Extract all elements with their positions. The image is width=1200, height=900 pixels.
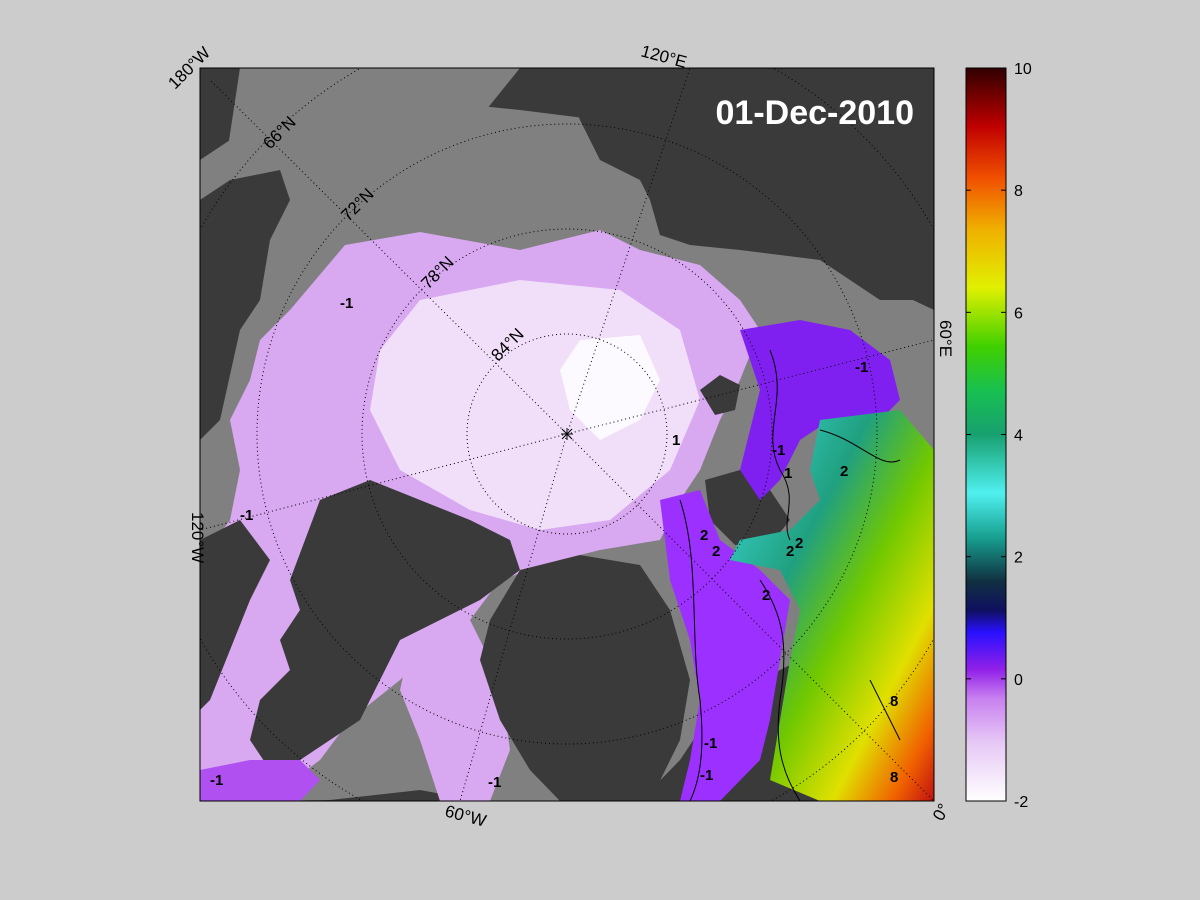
lon-label-60w: 60°W [443, 802, 488, 831]
contour-label: 8 [890, 769, 898, 786]
lon-label-120e: 120°E [639, 42, 689, 72]
contour-label: 2 [712, 543, 720, 560]
contour-label: 1 [672, 432, 680, 449]
colorbar-tick-label: 10 [1014, 61, 1032, 78]
contour-label: -1 [704, 735, 717, 752]
contour-label: -1 [240, 507, 253, 524]
colorbar-tick-label: 4 [1014, 428, 1023, 445]
date-label: 01-Dec-2010 [716, 94, 914, 132]
sea-ice-center [560, 335, 660, 440]
land-siberia [560, 68, 934, 300]
cold-water-sw [200, 760, 320, 801]
colorbar-tick-label: 8 [1014, 183, 1023, 200]
contour-label: -1 [488, 774, 501, 791]
contour-label: -1 [340, 295, 353, 312]
colorbar-tick-label: 2 [1014, 550, 1023, 567]
contour-label: -1 [210, 772, 223, 789]
land-franz-josef [700, 375, 740, 415]
colorbar: 10 8 6 4 2 0 -2 [965, 61, 1032, 811]
north-pole-marker [561, 428, 573, 440]
contour-label: 2 [762, 587, 770, 604]
land-canada-islands [250, 480, 520, 770]
land-svalbard [705, 470, 790, 545]
graticule [200, 68, 934, 801]
contour-label: -1 [855, 359, 868, 376]
contour-label: 2 [840, 463, 848, 480]
contour-label: -1 [700, 767, 713, 784]
colorbar-tick-label: 6 [1014, 305, 1023, 322]
land-canada-west [200, 520, 270, 710]
shelf-north [220, 68, 520, 200]
contour-label: 2 [786, 543, 794, 560]
cold-water-barents [740, 320, 900, 500]
contour-label: 1 [784, 465, 792, 482]
colorbar-tick-label: 0 [1014, 672, 1023, 689]
contour-label: 8 [890, 693, 898, 710]
contours [679, 349, 901, 801]
map-frame [199, 67, 935, 802]
colorbar-ticks: 10 8 6 4 2 0 -2 [966, 61, 1032, 811]
contour-label: 2 [795, 535, 803, 552]
contour-label: 2 [700, 527, 708, 544]
colorbar-tick-label: -2 [1014, 794, 1028, 811]
lon-label-120w: 120°W [188, 512, 207, 563]
lon-label-60e: 60°E [936, 320, 955, 357]
atlantic-water [730, 410, 934, 801]
land-alaska [200, 170, 290, 440]
land-greenland [480, 555, 690, 801]
lon-label-0: 0° [929, 800, 954, 824]
colorbar-scale [965, 67, 1007, 802]
contour-label: -1 [772, 442, 785, 459]
